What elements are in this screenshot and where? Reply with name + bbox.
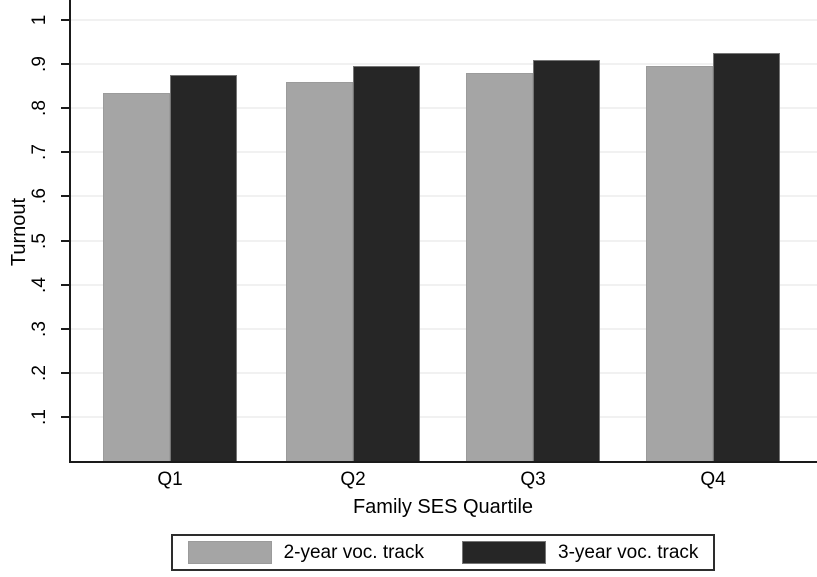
x-tick-label-q1: Q1 xyxy=(157,469,183,490)
y-tick-9 xyxy=(61,63,69,66)
y-tick-label-7: .7 xyxy=(29,144,50,161)
legend-label-2-year-voc-track: 2-year voc. track xyxy=(283,541,424,563)
x-tick-label-q3: Q3 xyxy=(520,469,546,490)
y-tick-8 xyxy=(61,107,69,110)
bar-3-year-voc-track-q3 xyxy=(533,59,600,461)
gridline-4 xyxy=(69,283,817,286)
bar-2-year-voc-track-q3 xyxy=(466,72,533,461)
y-tick-3 xyxy=(61,327,69,330)
gridline-7 xyxy=(69,151,817,154)
y-axis-line xyxy=(69,0,71,463)
x-axis-line xyxy=(69,461,817,463)
y-tick-label-9: .9 xyxy=(29,56,50,73)
y-tick-label-6: .6 xyxy=(29,188,50,205)
y-tick-label-5: .5 xyxy=(29,232,50,249)
bar-2-year-voc-track-q4 xyxy=(646,66,713,461)
y-tick-label-1: .1 xyxy=(29,408,50,425)
y-tick-1 xyxy=(61,19,69,21)
legend-entry-3-year-voc-track: 3-year voc. track xyxy=(462,541,698,564)
legend-swatch-3-year-voc-track xyxy=(462,541,546,564)
y-tick-label-2: .2 xyxy=(29,364,50,381)
y-tick-5 xyxy=(61,239,69,242)
y-tick-label-1: 1 xyxy=(29,14,50,26)
y-tick-7 xyxy=(61,151,69,154)
gridline-3 xyxy=(69,327,817,330)
x-tick-label-q4: Q4 xyxy=(700,469,726,490)
y-tick-6 xyxy=(61,195,69,198)
y-tick-label-8: .8 xyxy=(29,100,50,117)
legend-row: 2-year voc. track 3-year voc. track xyxy=(69,534,817,571)
gridline-1 xyxy=(69,415,817,418)
bar-3-year-voc-track-q4 xyxy=(713,53,780,461)
legend: 2-year voc. track 3-year voc. track xyxy=(170,534,716,571)
y-axis-title: Turnout xyxy=(8,197,30,267)
gridline-2 xyxy=(69,371,817,374)
y-tick-label-3: .3 xyxy=(29,320,50,337)
bar-3-year-voc-track-q1 xyxy=(170,75,237,461)
gridline-5 xyxy=(69,239,817,242)
gridline-9 xyxy=(69,63,817,66)
y-tick-1 xyxy=(61,415,69,418)
legend-entry-2-year-voc-track: 2-year voc. track xyxy=(187,541,424,564)
gridline-1 xyxy=(69,19,817,21)
y-tick-4 xyxy=(61,283,69,286)
bar-3-year-voc-track-q2 xyxy=(353,66,420,461)
y-tick-label-4: .4 xyxy=(29,276,50,293)
legend-swatch-2-year-voc-track xyxy=(187,541,272,564)
bar-2-year-voc-track-q2 xyxy=(286,81,353,461)
plot-area xyxy=(69,0,817,461)
x-tick-label-q2: Q2 xyxy=(340,469,366,490)
x-axis-title: Family SES Quartile xyxy=(352,496,534,518)
gridline-6 xyxy=(69,195,817,198)
gridline-8 xyxy=(69,107,817,110)
legend-label-3-year-voc-track: 3-year voc. track xyxy=(558,541,699,563)
y-tick-2 xyxy=(61,371,69,374)
bar-2-year-voc-track-q1 xyxy=(103,92,170,461)
